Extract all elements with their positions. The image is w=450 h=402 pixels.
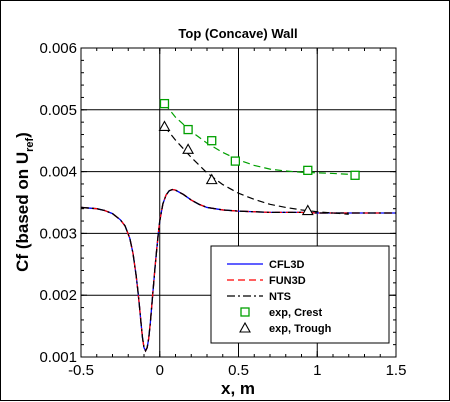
data-point-exp-trough bbox=[205, 173, 218, 185]
series-line-nts bbox=[80, 188, 396, 353]
fit-line-exp-trough bbox=[164, 126, 349, 215]
data-markers bbox=[158, 98, 360, 216]
chart-title: Top (Concave) Wall bbox=[178, 26, 297, 41]
y-axis-title-main: Cf (based on U bbox=[13, 152, 32, 272]
y-axis-title: Cf (based on Uref) bbox=[13, 132, 36, 272]
y-tick-label: 0.003 bbox=[39, 225, 77, 242]
legend-label-cfl3d: CFL3D bbox=[269, 259, 305, 271]
data-point-exp-trough bbox=[158, 120, 171, 132]
legend-label-nts: NTS bbox=[269, 291, 291, 303]
axis-ticks bbox=[80, 47, 397, 358]
x-axis-title: x, m bbox=[221, 379, 255, 398]
y-tick-label: 0.001 bbox=[39, 349, 77, 366]
y-axis-title-close: ) bbox=[13, 132, 32, 138]
fit-line-exp-crest bbox=[164, 103, 356, 176]
data-point-exp-trough bbox=[301, 204, 314, 216]
legend-label-fun3d: FUN3D bbox=[269, 275, 306, 287]
data-point-exp-trough bbox=[182, 143, 195, 154]
legend-label-exp-trough: exp, Trough bbox=[269, 323, 332, 335]
x-tick-label: 0 bbox=[156, 362, 164, 379]
data-point-exp-crest bbox=[303, 165, 313, 176]
x-tick-label: 0.5 bbox=[228, 362, 249, 379]
x-tick-label: 1.5 bbox=[386, 362, 407, 379]
legend-label-exp-crest: exp, Crest bbox=[269, 307, 323, 319]
gridlines bbox=[81, 48, 396, 357]
legend-swatch-exp-trough bbox=[239, 321, 251, 333]
data-point-exp-crest bbox=[207, 136, 217, 146]
legend-box bbox=[210, 245, 390, 344]
legend: CFL3D FUN3D NTS exp, Crest exp, Trough bbox=[210, 245, 390, 344]
y-tick-label: 0.005 bbox=[39, 102, 77, 119]
tick-labels: -0.5 0 0.5 1 1.5 0.001 0.002 0.003 0.004 0.005 0.0… bbox=[39, 40, 406, 379]
data-point-exp-crest bbox=[350, 170, 360, 180]
y-tick-label: 0.002 bbox=[39, 287, 77, 304]
data-point-exp-crest bbox=[183, 124, 193, 135]
y-tick-label: 0.004 bbox=[39, 164, 77, 181]
x-tick-label: 1 bbox=[313, 362, 321, 379]
y-axis-title-subscript: ref bbox=[24, 137, 36, 151]
y-tick-label: 0.006 bbox=[39, 40, 77, 57]
data-point-exp-crest bbox=[230, 156, 241, 166]
data-point-exp-crest bbox=[159, 98, 170, 109]
x-tick-label: -0.5 bbox=[68, 362, 94, 379]
legend-swatch-exp-crest bbox=[240, 307, 250, 317]
